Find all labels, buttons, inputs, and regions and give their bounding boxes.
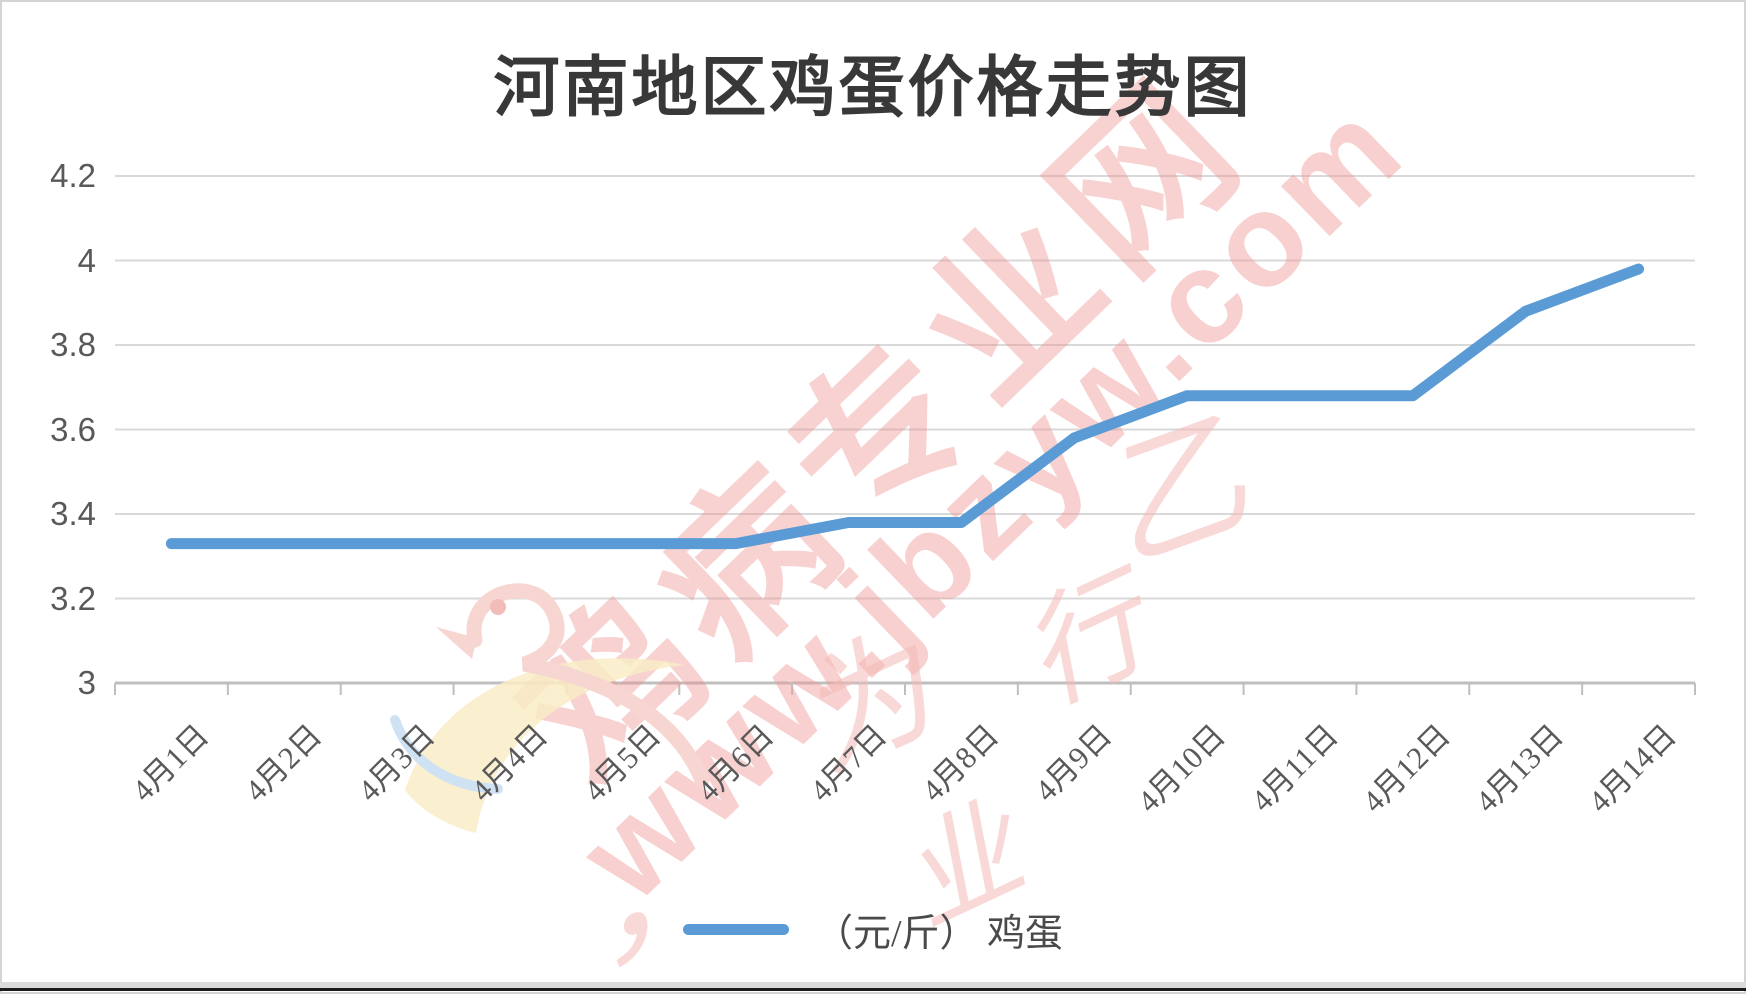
y-tick-label: 3 (77, 664, 96, 701)
legend: （元/斤） 鸡蛋 (0, 901, 1746, 957)
bottom-border-gray (0, 982, 1746, 988)
price-series-line (165, 263, 1645, 550)
legend-line-swatch (682, 923, 789, 935)
bottom-border-black (0, 988, 1746, 991)
y-tick-label: 4.2 (50, 157, 96, 194)
y-tick-label: 3.6 (50, 410, 96, 448)
legend-series-label: （元/斤） 鸡蛋 (814, 912, 1064, 955)
y-tick-label: 3.8 (50, 326, 96, 363)
y-tick-label: 4 (77, 241, 96, 279)
y-tick-label: 3.2 (50, 579, 96, 617)
chart-title: 河南地区鸡蛋价格走势图 (493, 52, 1253, 125)
y-tick-label: 3.4 (50, 495, 96, 532)
